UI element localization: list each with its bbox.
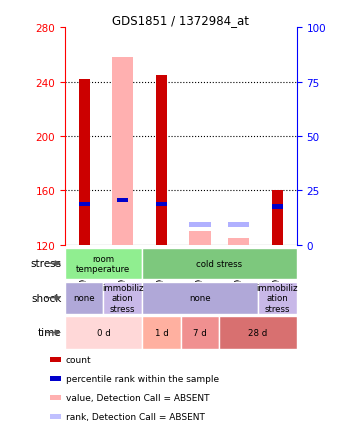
Bar: [112, 58, 133, 245]
Text: immobiliz
ation
stress: immobiliz ation stress: [102, 283, 144, 313]
Bar: [258, 282, 297, 314]
Bar: [65, 248, 142, 279]
Bar: [142, 317, 181, 349]
Text: time: time: [38, 328, 62, 338]
Bar: [79, 202, 90, 207]
Bar: [156, 76, 167, 245]
Bar: [50, 376, 61, 381]
Bar: [50, 414, 61, 419]
Text: immobiliz
ation
stress: immobiliz ation stress: [256, 283, 298, 313]
Bar: [117, 198, 128, 203]
Text: none: none: [189, 293, 211, 302]
Bar: [142, 282, 258, 314]
Bar: [272, 191, 283, 245]
Text: percentile rank within the sample: percentile rank within the sample: [66, 374, 219, 383]
Text: cold stress: cold stress: [196, 259, 242, 268]
Text: 28 d: 28 d: [248, 328, 268, 337]
Text: stress: stress: [31, 259, 62, 269]
Bar: [50, 358, 61, 362]
Bar: [142, 248, 297, 279]
Bar: [181, 317, 219, 349]
Bar: [272, 205, 283, 210]
Text: 1 d: 1 d: [154, 328, 168, 337]
Text: none: none: [73, 293, 95, 302]
Title: GDS1851 / 1372984_at: GDS1851 / 1372984_at: [112, 14, 249, 27]
Bar: [219, 317, 297, 349]
Text: value, Detection Call = ABSENT: value, Detection Call = ABSENT: [66, 393, 209, 402]
Bar: [79, 80, 90, 245]
Text: rank, Detection Call = ABSENT: rank, Detection Call = ABSENT: [66, 412, 205, 421]
Bar: [228, 223, 249, 227]
Text: room
temperature: room temperature: [76, 254, 131, 273]
Bar: [189, 223, 211, 227]
Text: 7 d: 7 d: [193, 328, 207, 337]
Bar: [228, 238, 249, 245]
Bar: [156, 202, 167, 207]
Bar: [50, 395, 61, 400]
Text: 0 d: 0 d: [97, 328, 110, 337]
Text: count: count: [66, 355, 91, 364]
Bar: [189, 232, 211, 245]
Bar: [65, 317, 142, 349]
Text: shock: shock: [31, 293, 62, 303]
Bar: [65, 282, 103, 314]
Bar: [103, 282, 142, 314]
